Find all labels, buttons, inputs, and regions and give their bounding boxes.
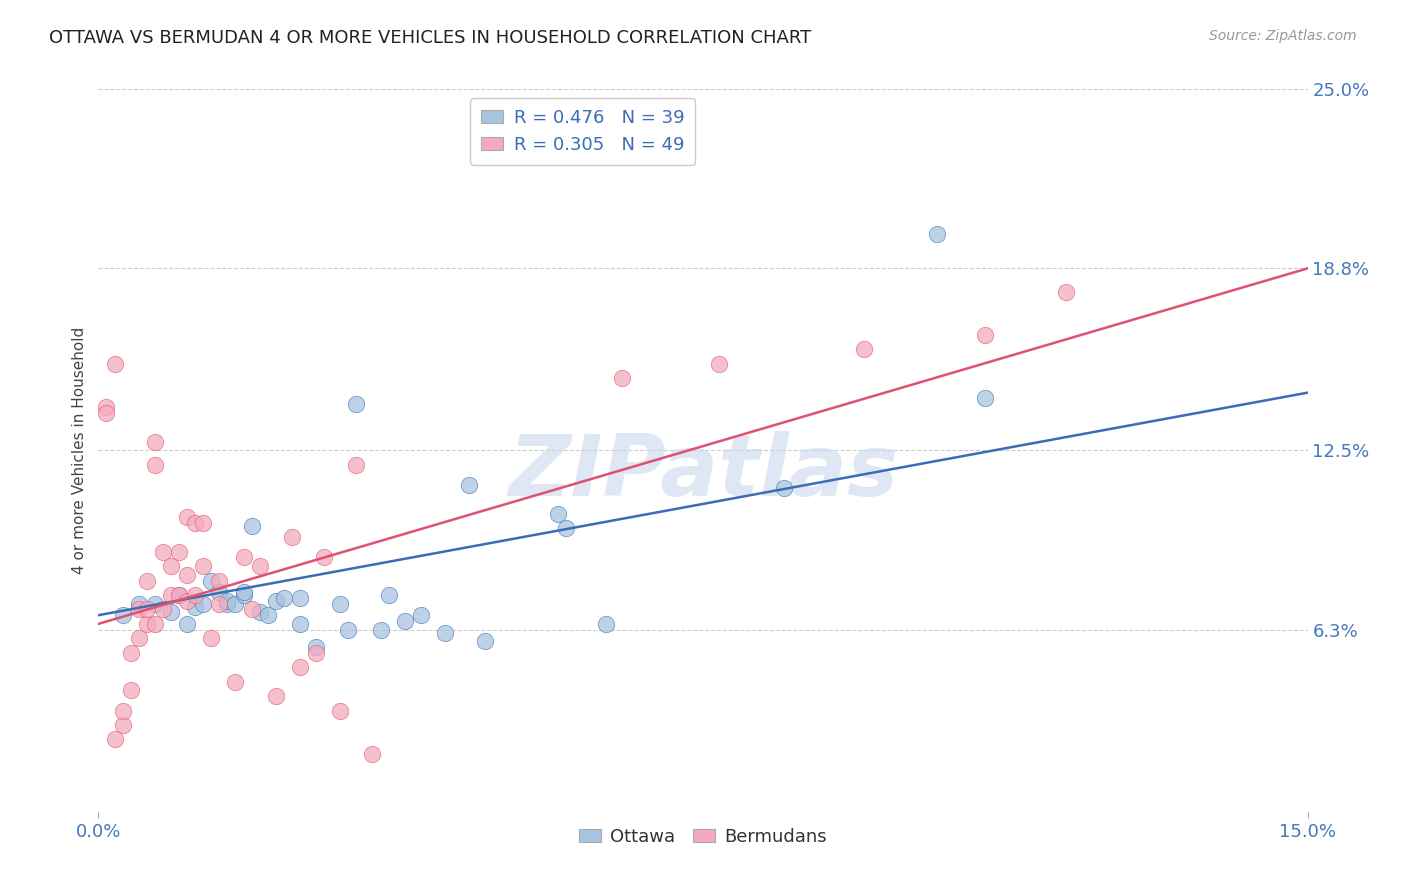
Point — [240, 602, 263, 616]
Point — [200, 632, 222, 646]
Point — [193, 597, 215, 611]
Point — [152, 544, 174, 558]
Point — [474, 634, 496, 648]
Point — [344, 458, 367, 472]
Point — [120, 683, 142, 698]
Point — [111, 608, 134, 623]
Point — [200, 574, 222, 588]
Point — [193, 559, 215, 574]
Point — [232, 550, 254, 565]
Point — [232, 585, 254, 599]
Point — [256, 608, 278, 623]
Point — [273, 591, 295, 605]
Point — [1054, 285, 1077, 299]
Point — [329, 597, 352, 611]
Point — [176, 616, 198, 631]
Point — [377, 588, 399, 602]
Point — [96, 400, 118, 414]
Point — [555, 521, 578, 535]
Point — [974, 392, 997, 406]
Point — [160, 605, 183, 619]
Point — [707, 357, 730, 371]
Legend: Ottawa, Bermudans: Ottawa, Bermudans — [572, 821, 834, 854]
Point — [281, 530, 304, 544]
Point — [232, 588, 254, 602]
Text: Source: ZipAtlas.com: Source: ZipAtlas.com — [1209, 29, 1357, 43]
Point — [264, 593, 287, 607]
Point — [120, 646, 142, 660]
Point — [176, 567, 198, 582]
Point — [370, 623, 392, 637]
Point — [160, 559, 183, 574]
Point — [167, 588, 190, 602]
Point — [135, 574, 157, 588]
Point — [288, 591, 311, 605]
Point — [96, 406, 118, 420]
Point — [458, 478, 481, 492]
Y-axis label: 4 or more Vehicles in Household: 4 or more Vehicles in Household — [72, 326, 87, 574]
Point — [772, 481, 794, 495]
Point — [152, 602, 174, 616]
Point — [143, 434, 166, 449]
Point — [853, 343, 876, 357]
Point — [160, 588, 183, 602]
Point — [208, 597, 231, 611]
Point — [128, 632, 150, 646]
Point — [409, 608, 432, 623]
Point — [224, 597, 246, 611]
Point — [193, 516, 215, 530]
Point — [925, 227, 948, 241]
Point — [143, 616, 166, 631]
Point — [434, 625, 457, 640]
Point — [314, 550, 336, 565]
Point — [249, 559, 271, 574]
Point — [167, 588, 190, 602]
Point — [288, 660, 311, 674]
Point — [612, 371, 634, 385]
Point — [394, 614, 416, 628]
Point — [135, 616, 157, 631]
Point — [249, 605, 271, 619]
Point — [288, 616, 311, 631]
Point — [103, 732, 125, 747]
Point — [184, 588, 207, 602]
Point — [361, 747, 384, 761]
Point — [217, 593, 239, 607]
Point — [240, 518, 263, 533]
Point — [208, 585, 231, 599]
Point — [128, 597, 150, 611]
Point — [337, 623, 360, 637]
Point — [111, 718, 134, 732]
Point — [974, 327, 997, 342]
Point — [176, 593, 198, 607]
Point — [135, 602, 157, 616]
Point — [595, 616, 617, 631]
Point — [167, 544, 190, 558]
Point — [184, 599, 207, 614]
Point — [217, 597, 239, 611]
Point — [305, 640, 328, 654]
Point — [208, 574, 231, 588]
Text: ZIPatlas: ZIPatlas — [508, 431, 898, 514]
Point — [143, 597, 166, 611]
Point — [344, 397, 367, 411]
Point — [184, 516, 207, 530]
Point — [224, 674, 246, 689]
Point — [128, 602, 150, 616]
Point — [547, 507, 569, 521]
Point — [329, 704, 352, 718]
Point — [264, 689, 287, 703]
Point — [143, 458, 166, 472]
Text: OTTAWA VS BERMUDAN 4 OR MORE VEHICLES IN HOUSEHOLD CORRELATION CHART: OTTAWA VS BERMUDAN 4 OR MORE VEHICLES IN… — [49, 29, 811, 46]
Point — [176, 510, 198, 524]
Point — [111, 704, 134, 718]
Point — [103, 357, 125, 371]
Point — [305, 646, 328, 660]
